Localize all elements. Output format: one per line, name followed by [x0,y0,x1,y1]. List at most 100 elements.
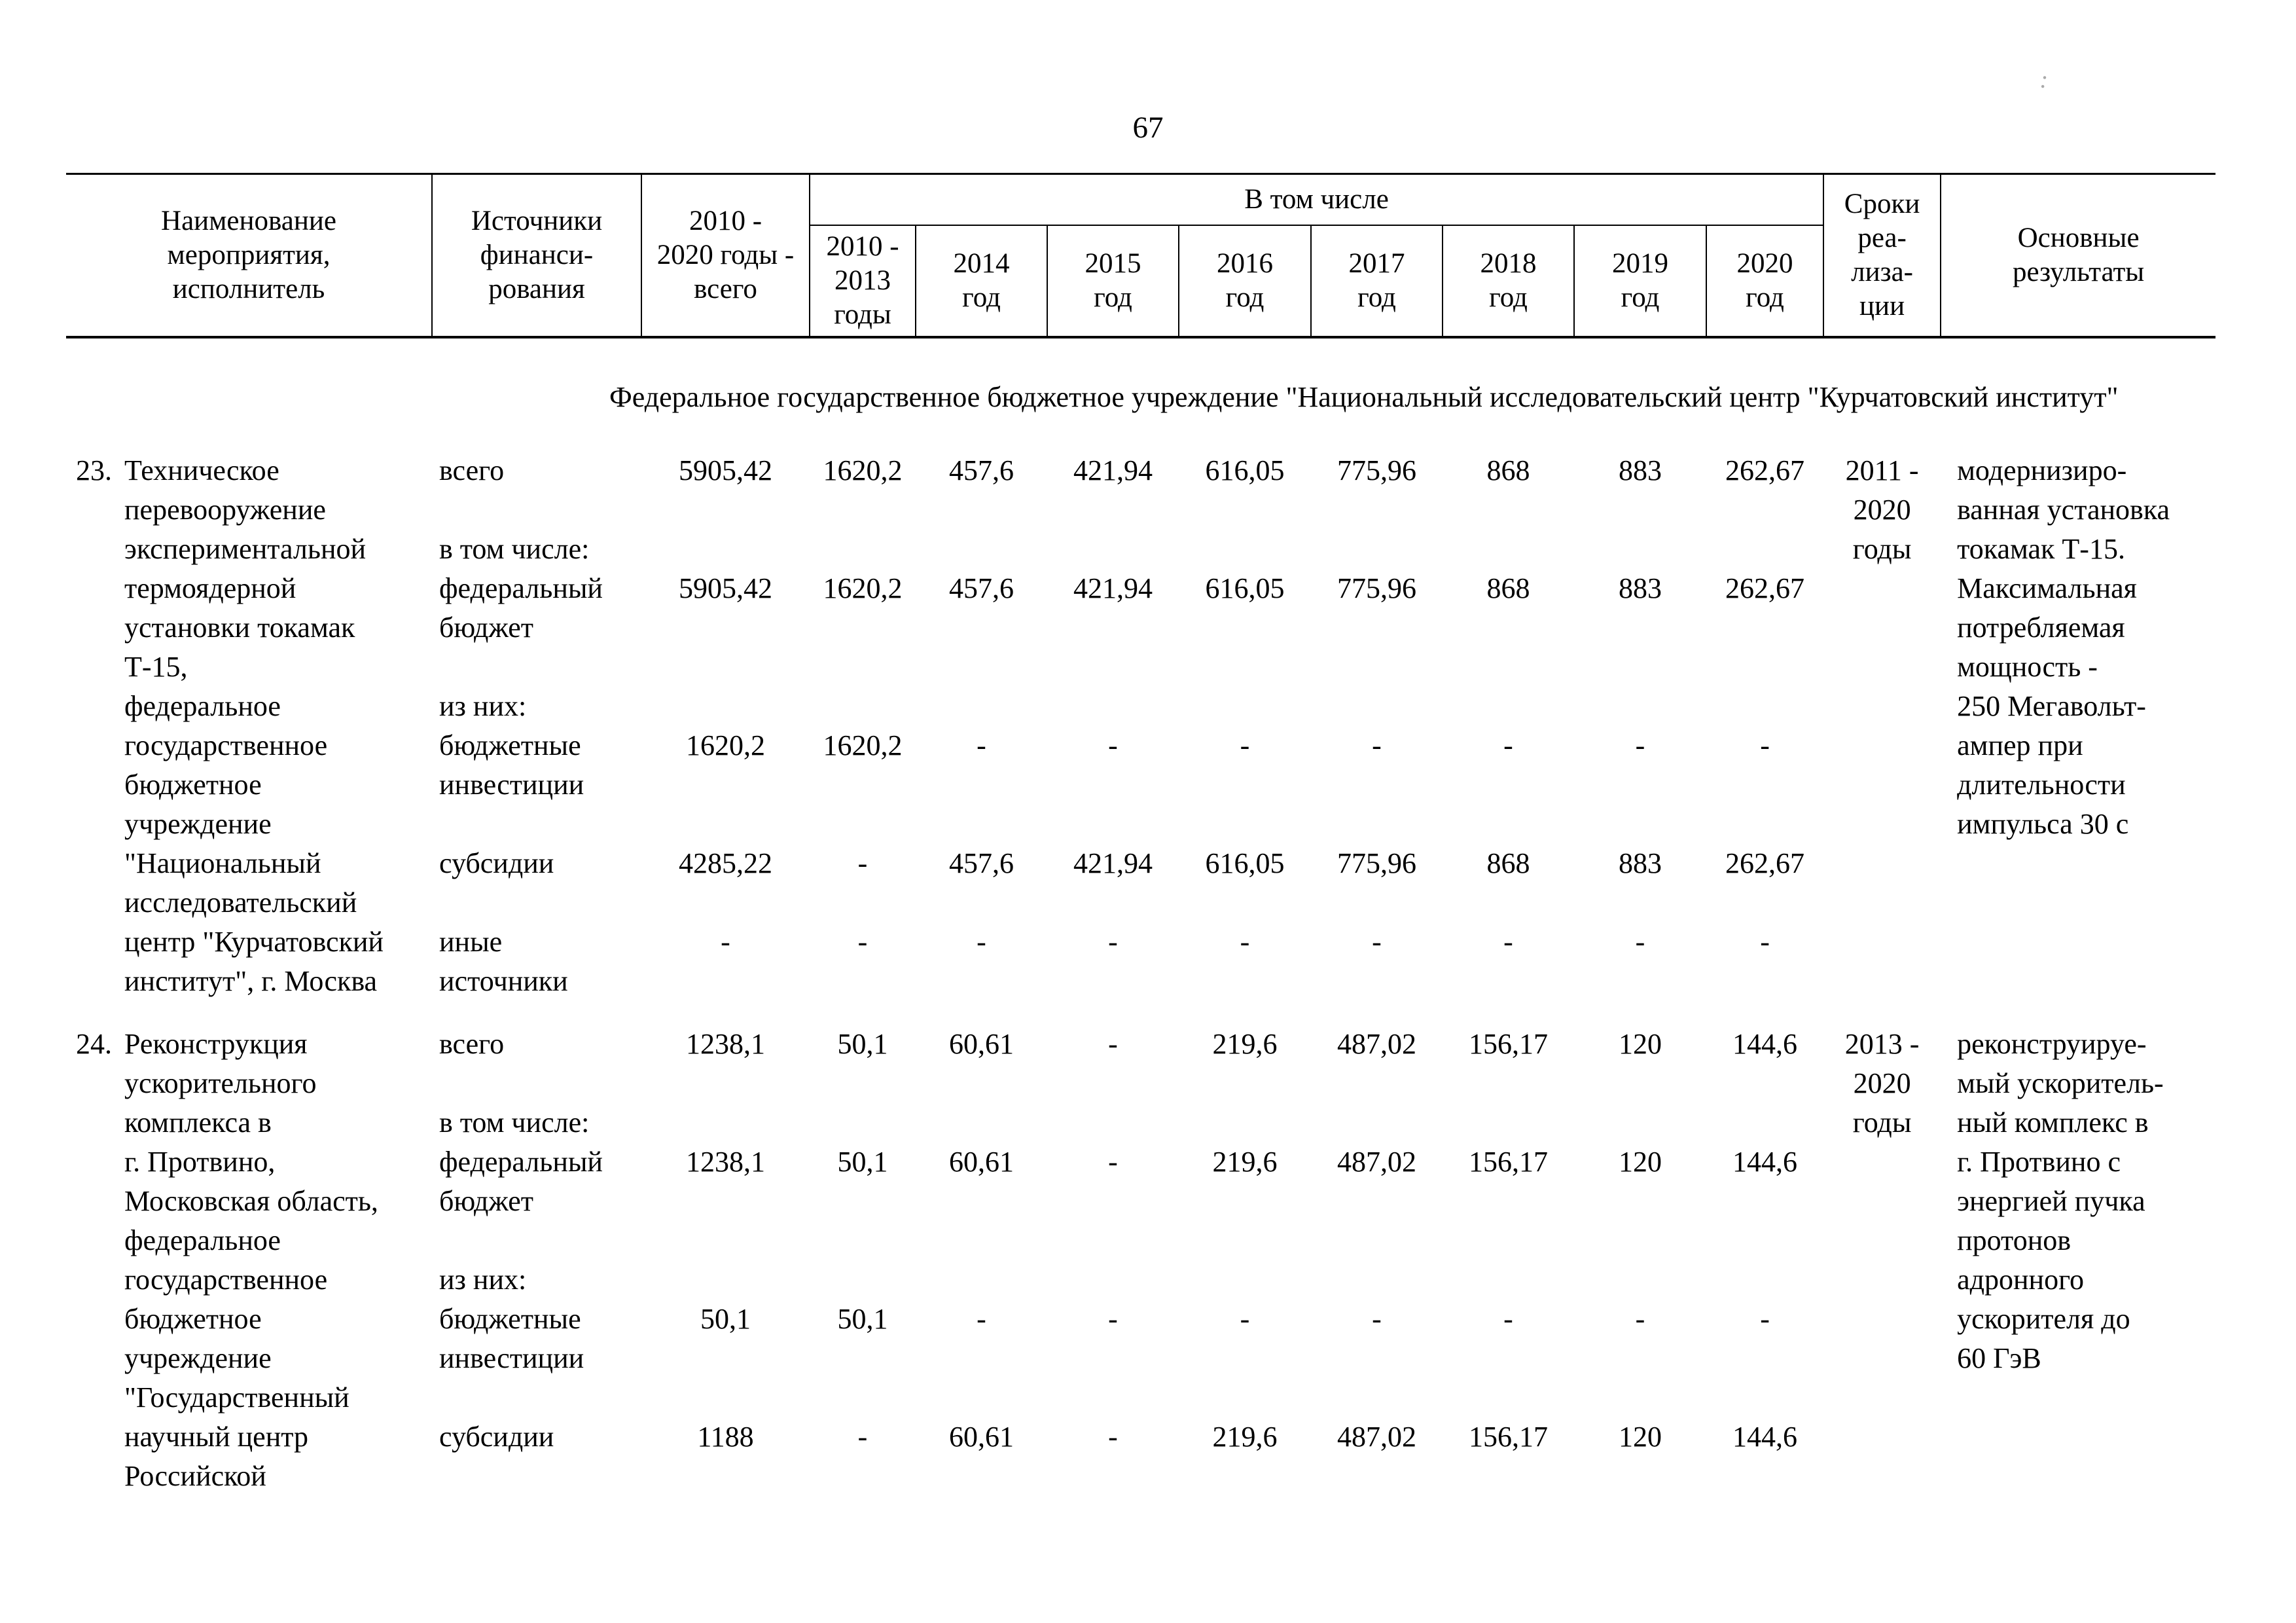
text-line: термоядерной [124,572,296,604]
text-line [1179,765,1311,805]
activity-name-cell: 23. Техническое перевооружение эксперимента… [66,451,432,1001]
text-line: - [1372,925,1382,958]
results-cell: модернизиро-ванная установка токамак Т-15… [1941,451,2215,1001]
text-line [1574,490,1706,530]
text-line [439,490,641,530]
text-line [1179,1339,1311,1378]
text-line: годы [1852,532,1912,565]
text-line [1179,608,1311,647]
text-line: 1238,1 [686,1027,765,1060]
text-line: иные [439,925,503,958]
text-line: Реконструкция [124,1027,308,1060]
year-value-cell: 457,6 457,6 - 457,6 - [916,451,1047,1001]
text-line [1957,1417,2215,1457]
text-line [916,1064,1047,1103]
text-line [1706,1457,1823,1496]
text-line [810,765,916,805]
section-title: Федеральное государственное бюджетное уч… [609,380,2119,413]
text-line [1823,844,1941,883]
text-line: - [1760,925,1770,958]
text-line [1823,1142,1941,1182]
text-line [1957,922,2215,962]
text-line: 421,94 [1073,572,1153,604]
text-line: 60,61 [949,1027,1014,1060]
text-line: всего [439,1027,505,1060]
text-line: - [857,925,868,958]
text-line [1823,687,1941,726]
col-header-year-2017: 2017 год [1310,225,1443,338]
text-line [916,883,1047,922]
text-line [1574,1260,1706,1300]
text-line: 120 [1619,1145,1662,1178]
text-line [1047,687,1179,726]
text-line [1179,1064,1311,1103]
text-line [1706,805,1823,844]
text-line [1823,1378,1941,1417]
text-line: источники [439,964,568,997]
text-line: - [857,1420,868,1453]
scan-artifact: : [2037,65,2051,94]
text-line: 2020 [1853,1067,1911,1099]
text-line [1706,1221,1823,1260]
text-line [1179,1378,1311,1417]
text-line [1047,1221,1179,1260]
text-line [1574,962,1706,1001]
text-line [810,1260,916,1300]
text-line [916,647,1047,687]
header-row-top: Наименование мероприятия, исполнитель Ис… [66,173,2216,338]
text-line: 120 [1619,1420,1662,1453]
text-line [1443,883,1574,922]
text-line [641,1103,810,1142]
text-line [439,1221,641,1260]
year-value-cell: 883 883 - 883 - [1574,451,1706,1001]
text-line [1179,687,1311,726]
text-line [810,962,916,1001]
text-line: 616,05 [1205,847,1285,879]
text-line [1047,1182,1179,1221]
text-line: 868 [1486,847,1530,879]
text-line: 487,02 [1337,1027,1416,1060]
text-line: - [977,1302,986,1335]
text-line [1311,1260,1443,1300]
results-cell: реконструируе-мый ускоритель-ный комплек… [1941,1025,2215,1496]
text-line: комплекса в [124,1106,272,1139]
text-line [1574,687,1706,726]
text-line [1311,765,1443,805]
text-line [1311,1339,1443,1378]
text-line [1706,647,1823,687]
text-line: 60,61 [949,1145,1014,1178]
text-line [916,1378,1047,1417]
text-line [916,1103,1047,1142]
year-value-cell: - - - - [1047,1025,1179,1496]
text-line [439,1457,641,1496]
text-line [1823,726,1941,765]
text-line [1574,1457,1706,1496]
text-line [1047,1457,1179,1496]
text-line [439,647,641,687]
text-line: из них: [439,1263,527,1296]
year-value-cell: 262,67 262,67 - 262,67 - [1706,451,1823,1001]
text-line: 156,17 [1469,1027,1548,1060]
text-line [1311,962,1443,1001]
text-line: федеральное [124,689,281,722]
text-line [916,1339,1047,1378]
text-line [439,1378,641,1417]
text-line: 120 [1619,1027,1662,1060]
text-line: бюджетные [439,729,581,761]
text-line [1574,1221,1706,1260]
text-line: 883 [1619,847,1662,879]
text-line [1179,490,1311,530]
text-line: адронного [1957,1263,2085,1296]
text-line [1311,1378,1443,1417]
text-line [1574,805,1706,844]
text-line [1823,1417,1941,1457]
text-line: годы [1852,1106,1912,1139]
text-line: федеральное [124,1224,281,1256]
text-line [1574,883,1706,922]
text-line [810,1457,916,1496]
page-number: 67 [1132,111,1164,145]
text-line [1443,1378,1574,1417]
text-line [1706,530,1823,569]
text-line [1443,1260,1574,1300]
text-line: 487,02 [1337,1145,1416,1178]
